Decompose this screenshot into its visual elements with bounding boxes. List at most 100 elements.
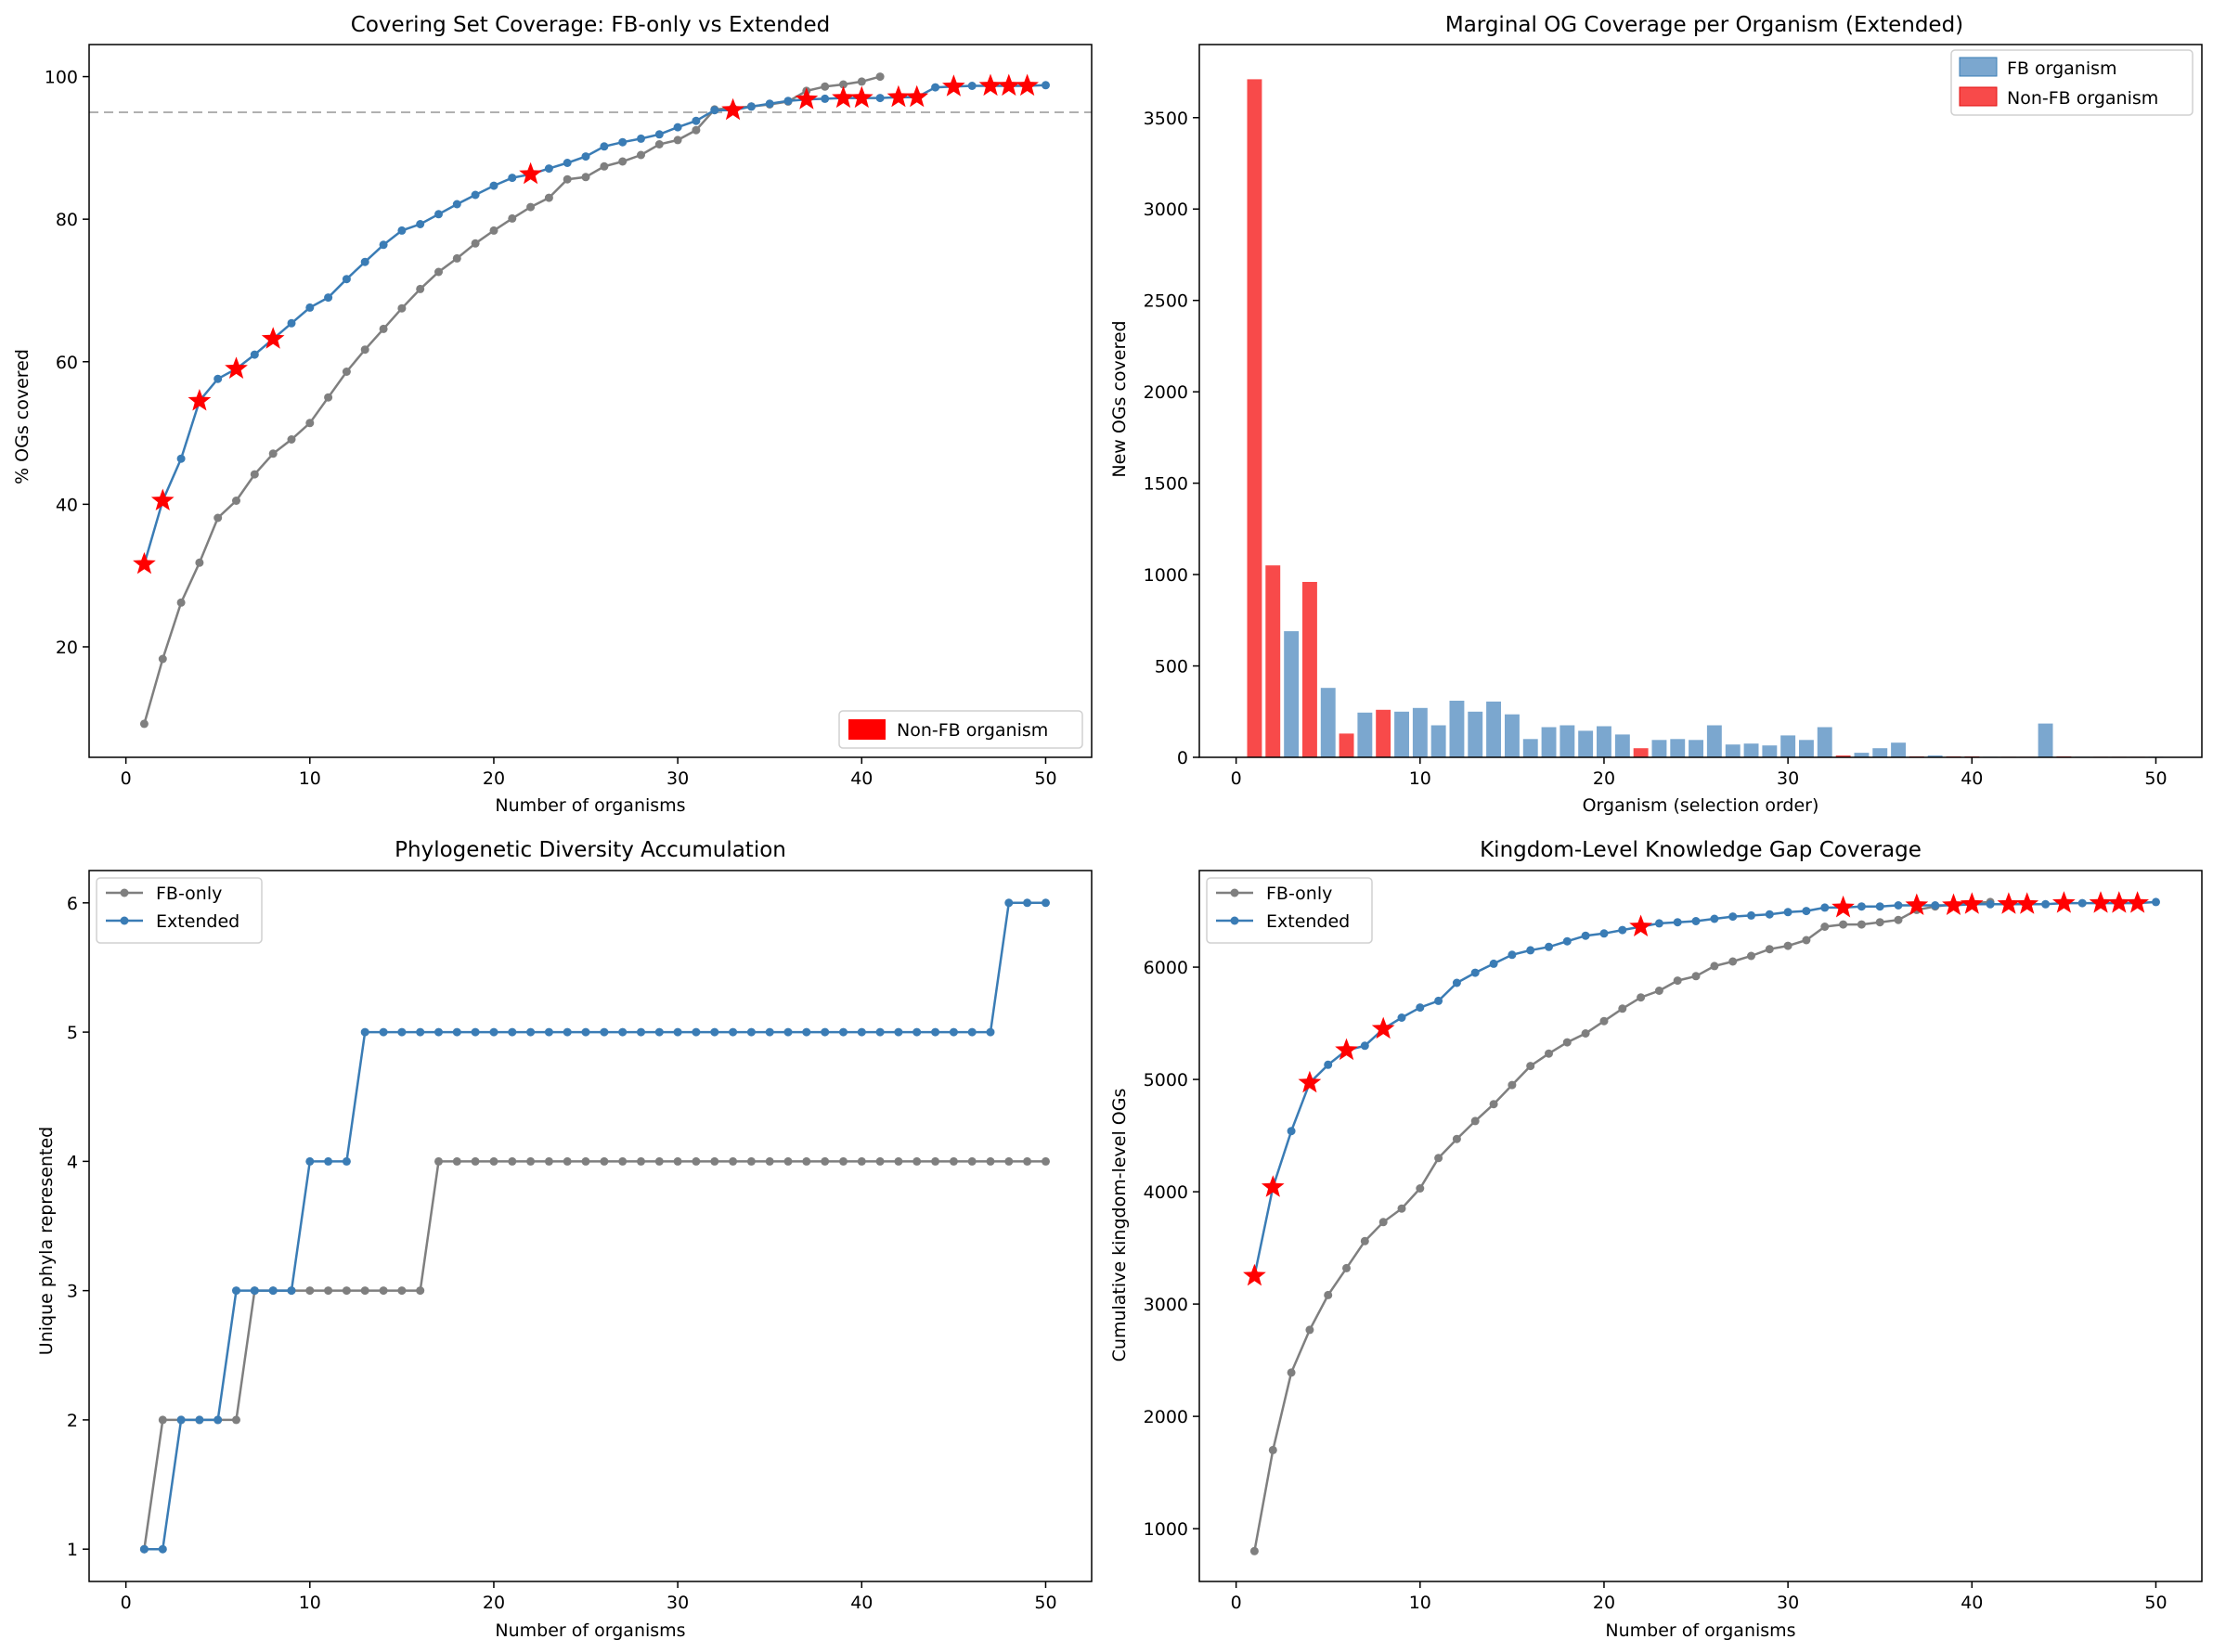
kingdom-ytick-label-1000: 1000 [1144, 1519, 1188, 1540]
kingdom-extended-point-13 [1470, 968, 1480, 977]
coverage-fb-only-point-1 [139, 719, 149, 729]
marginal-bar-33-non-fb [1835, 755, 1851, 757]
kingdom-fb-only-point-14 [1489, 1100, 1498, 1109]
phylo-extended-point-3 [176, 1415, 186, 1425]
kingdom-fb-only-point-16 [1526, 1062, 1535, 1071]
coverage-ytick-label-20: 20 [56, 638, 78, 658]
coverage-extended-point-44 [931, 83, 940, 92]
coverage-extended-point-15 [397, 226, 407, 235]
phylo-fb-only-point-31 [692, 1156, 701, 1166]
kingdom-extended-star-40 [1960, 892, 1984, 914]
kingdom-extended-point-11 [1434, 996, 1443, 1005]
coverage-ytick-label-100: 100 [45, 68, 78, 88]
coverage-chart-xlabel: Number of organisms [495, 795, 685, 816]
phylo-extended-point-8 [268, 1286, 278, 1296]
phylo-fb-only-point-34 [746, 1156, 756, 1166]
coverage-extended-point-14 [379, 240, 388, 250]
phylo-fb-only-point-28 [637, 1156, 645, 1166]
kingdom-fb-only-point-27 [1728, 957, 1738, 966]
coverage-fb-only-point-25 [581, 173, 590, 182]
kingdom-fb-only-point-19 [1581, 1029, 1590, 1038]
kingdom-xtick-label-50: 50 [2144, 1593, 2167, 1613]
phylo-extended-point-21 [508, 1027, 517, 1037]
kingdom-extended-point-15 [1508, 950, 1517, 960]
kingdom-extended-star-39 [1942, 893, 1965, 915]
marginal-bar-14-fb [1486, 701, 1501, 757]
phylo-fb-only-point-42 [894, 1156, 903, 1166]
kingdom-fb-only-point-8 [1378, 1218, 1388, 1227]
kingdom-fb-only-point-9 [1397, 1204, 1406, 1213]
kingdom-fb-only-point-12 [1452, 1134, 1461, 1143]
marginal-plot-area [1247, 79, 2164, 757]
phylo-extended-point-25 [581, 1027, 590, 1037]
marginal-bar-27-fb [1725, 744, 1741, 757]
marginal-bar-22-non-fb [1633, 748, 1649, 757]
phylo-fb-only-point-46 [967, 1156, 977, 1166]
kingdom-fb-only-point-29 [1765, 945, 1774, 954]
phylo-extended-point-22 [526, 1027, 536, 1037]
phylo-fb-only-point-15 [397, 1286, 407, 1296]
phylo-fb-only-point-16 [416, 1286, 425, 1296]
marginal-ytick-label-2000: 2000 [1144, 382, 1188, 403]
marginal-bar-2-non-fb [1265, 565, 1281, 757]
marginal-bar-20-fb [1597, 726, 1611, 757]
phylo-xtick-label-20: 20 [483, 1593, 505, 1613]
phylo-extended-point-43 [912, 1027, 922, 1037]
coverage-extended-point-24 [563, 159, 572, 167]
coverage-extended-star-39 [832, 85, 855, 109]
marginal-coverage-chart: 0 10 20 30 40 500500100015002000250030003500 … [1109, 13, 2203, 816]
kingdom-plot-area [1243, 891, 2160, 1555]
kingdom-fb-only-point-7 [1360, 1236, 1369, 1245]
coverage-extended-star-49 [1016, 73, 1039, 97]
coverage-extended-point-31 [692, 116, 701, 125]
phylo-extended-point-12 [342, 1156, 351, 1166]
coverage-fb-only-point-23 [544, 193, 553, 202]
phylo-ytick-label-2: 2 [67, 1411, 78, 1431]
phylo-fb-only-point-13 [360, 1286, 369, 1296]
coverage-extended-point-26 [600, 142, 609, 151]
kingdom-extended-point-20 [1599, 929, 1609, 938]
phylo-legend-extended-marker [120, 916, 129, 925]
marginal-xtick-label-10: 10 [1409, 768, 1431, 789]
phylo-fb-only-point-6 [232, 1415, 240, 1425]
coverage-extended-point-19 [471, 190, 480, 200]
phylo-extended-point-36 [783, 1027, 793, 1037]
phylo-extended-point-26 [600, 1027, 609, 1037]
kingdom-extended-point-50 [2152, 897, 2160, 907]
phylo-fb-only-point-20 [489, 1156, 498, 1166]
kingdom-extended-star-22 [1629, 914, 1652, 936]
kingdom-ytick-label-5000: 5000 [1144, 1070, 1188, 1091]
marginal-bar-36-fb [1891, 742, 1906, 757]
marginal-bar-12-fb [1449, 701, 1465, 757]
kingdom-extended-point-23 [1654, 919, 1663, 928]
kingdom-legend-box [1206, 877, 1373, 944]
marginal-axes-frame [1198, 44, 2203, 758]
kingdom-fb-only-point-20 [1599, 1016, 1609, 1026]
coverage-extended-point-3 [176, 454, 186, 463]
kingdom-extended-point-3 [1287, 1127, 1296, 1136]
phylo-legend-fb-only-label: FB-only [156, 884, 222, 904]
marginal-chart-ylabel: New OGs covered [1109, 320, 1130, 477]
phylo-fb-only-point-23 [544, 1156, 553, 1166]
marginal-chart-xlabel: Organism (selection order) [1583, 795, 1819, 816]
kingdom-extended-star-33 [1831, 895, 1855, 918]
coverage-extended-point-20 [489, 181, 498, 190]
coverage-extended-point-11 [324, 293, 333, 303]
marginal-bar-31-fb [1799, 740, 1814, 757]
coverage-fb-only-point-18 [452, 253, 461, 263]
kingdom-extended-point-5 [1324, 1060, 1333, 1069]
kingdom-fb-only-point-26 [1710, 962, 1719, 971]
kingdom-extended-point-34 [1857, 902, 1866, 911]
phylo-extended-point-38 [821, 1027, 830, 1037]
marginal-chart-title: Marginal OG Coverage per Organism (Exten… [1445, 13, 1963, 37]
phylo-fb-only-point-35 [765, 1156, 774, 1166]
phylo-fb-only-point-37 [802, 1156, 811, 1166]
coverage-extended-star-37 [795, 87, 819, 110]
coverage-fb-only-point-40 [857, 77, 866, 86]
phylo-xtick-label-40: 40 [850, 1593, 873, 1613]
phylo-extended-point-4 [195, 1415, 204, 1425]
coverage-chart: 0 10 20 30 40 50 20 40 60 80 100 Covering Set Cove… [12, 13, 1093, 816]
marginal-legend-non-fb: Non-FB organism [1959, 86, 2158, 109]
coverage-legend-non-fb-swatch [848, 719, 886, 740]
kingdom-extended-point-10 [1416, 1003, 1425, 1013]
